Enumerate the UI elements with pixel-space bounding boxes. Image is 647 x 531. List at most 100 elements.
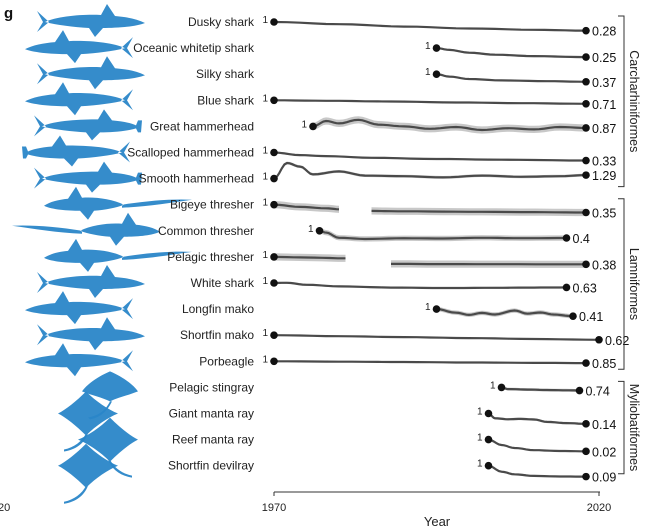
pelagic-stingray-start-label: 1: [490, 380, 496, 391]
blue-shark-label: Blue shark: [197, 93, 255, 107]
silky-shark-end-point: [582, 77, 590, 86]
shortfin-devilray-end-value: 0.09: [592, 471, 616, 485]
shark-icon: [37, 265, 145, 298]
silky-shark-label: Silky shark: [196, 67, 255, 81]
hammerhead-icon: [34, 109, 142, 141]
great-hammerhead-end-point: [582, 124, 590, 132]
oceanic-whitetip-shark-silhouette: [25, 30, 133, 64]
porbeagle-end-point: [582, 359, 590, 367]
pelagic-thresher-trend-line: [273, 255, 346, 260]
porbeagle-silhouette: [25, 343, 133, 377]
white-shark-end-point: [562, 283, 571, 292]
x-axis: 1970 2020 20 Year: [0, 491, 611, 529]
giant-manta-ray-start-point: [484, 409, 493, 418]
silky-shark-start-point: [432, 70, 441, 78]
thresher-icon: [44, 238, 192, 272]
bigeye-thresher-end-point: [582, 208, 590, 217]
white-shark-trend-line: [274, 281, 567, 290]
pelagic-stingray-end-value: 0.74: [586, 385, 610, 399]
smooth-hammerhead-start-point: [270, 174, 278, 183]
shortfin-devilray-label: Shortfin devilray: [168, 459, 254, 473]
oceanic-whitetip-shark-trend-line: [436, 47, 587, 59]
bigeye-thresher-silhouette: [44, 186, 192, 220]
white-shark-label: White shark: [191, 276, 255, 290]
white-shark-end-value: 0.63: [573, 281, 597, 295]
smooth-hammerhead-silhouette: [34, 161, 142, 193]
pelagic-thresher-label: Pelagic thresher: [167, 250, 254, 264]
longfin-mako-end-value: 0.41: [579, 310, 603, 324]
dusky-shark-trend-line: [273, 20, 586, 32]
scalloped-hammerhead-silhouette: [22, 135, 130, 167]
lamniformes-group-label: Lamniformes: [627, 248, 641, 320]
pelagic-thresher-silhouette: [44, 238, 192, 272]
pelagic-stingray-start-point: [497, 383, 506, 392]
shark-icon: [25, 30, 133, 64]
blue-shark-trend-line: [274, 99, 587, 105]
x-tick-label-cut: 20: [0, 502, 10, 514]
giant-manta-ray-end-point: [582, 420, 590, 428]
pelagic-thresher-end-point: [582, 260, 590, 269]
dusky-shark-end-value: 0.28: [592, 25, 616, 39]
hammerhead-icon: [34, 161, 142, 193]
shortfin-mako-trend-line: [273, 334, 600, 341]
blue-shark-silhouette: [25, 82, 133, 116]
reef-manta-ray-end-value: 0.02: [592, 445, 616, 459]
longfin-mako-end-point: [569, 312, 577, 320]
blue-shark-end-value: 0.71: [592, 98, 616, 112]
shortfin-devilray-start-label: 1: [477, 459, 483, 470]
pelagic-thresher-start-point: [270, 253, 278, 261]
great-hammerhead-label: Great hammerhead: [150, 119, 254, 133]
hammerhead-icon: [22, 135, 130, 167]
manta-icon: [58, 391, 118, 452]
great-hammerhead-end-value: 0.87: [592, 122, 616, 136]
oceanic-whitetip-shark-label: Oceanic whitetip shark: [133, 41, 255, 55]
x-axis-title: Year: [424, 514, 451, 529]
shortfin-devilray-start-point: [484, 461, 493, 470]
common-thresher-start-point: [315, 227, 324, 235]
longfin-mako-start-point: [432, 305, 441, 313]
giant-manta-ray-start-label: 1: [477, 407, 483, 418]
reef-manta-ray-silhouette: [78, 417, 138, 478]
reef-manta-ray-trend-line: [488, 438, 587, 453]
shortfin-devilray-trend-line: [488, 464, 586, 478]
oceanic-whitetip-shark-end-value: 0.25: [592, 51, 616, 65]
pelagic-thresher-start-label: 1: [262, 250, 268, 261]
dusky-shark-start-point: [270, 18, 278, 26]
common-thresher-trend-line: [319, 229, 567, 241]
shortfin-mako-label: Shortfin mako: [180, 328, 254, 342]
scalloped-hammerhead-label: Scalloped hammerhead: [127, 146, 254, 160]
stingray-icon: [82, 371, 138, 420]
porbeagle-label: Porbeagle: [199, 354, 254, 368]
scalloped-hammerhead-start-label: 1: [262, 146, 268, 157]
shark-icon: [25, 291, 133, 325]
oceanic-whitetip-shark-end-point: [582, 53, 590, 61]
shark-icon: [37, 4, 145, 37]
common-thresher-start-label: 1: [308, 224, 314, 235]
shark-icon: [25, 82, 133, 116]
giant-manta-ray-end-value: 0.14: [592, 418, 616, 432]
shortfin-mako-end-value: 0.62: [605, 334, 629, 348]
common-thresher-silhouette: [12, 212, 160, 246]
group-brackets: Carcharhiniformes Lamniformes Myliobatifor…: [618, 15, 641, 475]
giant-manta-ray-label: Giant manta ray: [169, 407, 254, 421]
manta-icon: [78, 417, 138, 478]
common-thresher-end-point: [562, 234, 571, 242]
dusky-shark-end-point: [582, 26, 590, 35]
carcharhiniformes-group-label: Carcharhiniformes: [627, 50, 641, 152]
porbeagle-start-point: [270, 357, 278, 366]
pelagic-stingray-silhouette: [82, 371, 138, 420]
manta-icon: [58, 443, 118, 504]
great-hammerhead-trend-line: [312, 118, 587, 132]
reef-manta-ray-start-label: 1: [477, 433, 483, 444]
smooth-hammerhead-trend-line: [273, 161, 587, 180]
reef-manta-ray-end-point: [582, 447, 590, 456]
white-shark-silhouette: [37, 265, 145, 298]
bigeye-thresher-start-point: [270, 200, 278, 209]
longfin-mako-label: Longfin mako: [182, 302, 254, 316]
reef-manta-ray-label: Reef manta ray: [172, 433, 254, 447]
pelagic-stingray-label: Pelagic stingray: [169, 380, 254, 394]
oceanic-whitetip-shark-start-point: [432, 44, 441, 52]
oceanic-whitetip-shark-start-label: 1: [425, 41, 431, 52]
silky-shark-trend-line: [436, 73, 587, 83]
